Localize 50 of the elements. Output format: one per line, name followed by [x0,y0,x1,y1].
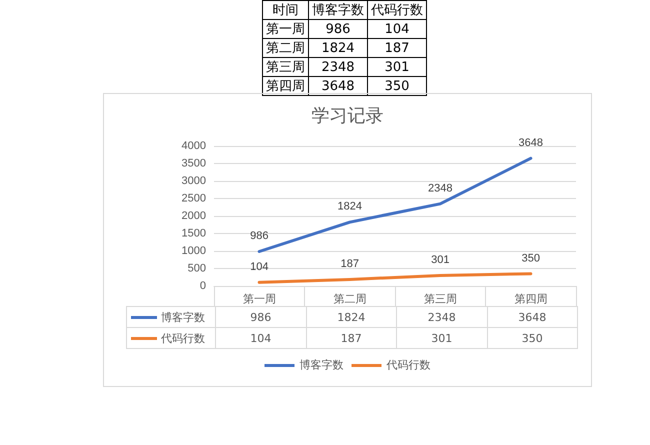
text: 986 [308,20,368,38]
text: 时间 [262,0,308,20]
text: 986 [250,310,272,324]
text: 2348 [308,58,368,76]
y-tick-label: 0 [200,280,206,292]
x-tick-label: 第一周 [242,294,276,306]
data-label: 2348 [428,182,452,194]
data-label: 986 [250,230,268,242]
y-tick-label: 2500 [182,192,206,204]
text: 2348 [428,310,456,324]
data-label: 3648 [518,136,543,149]
text: 第一周 [262,20,308,38]
data-label: 301 [431,254,450,266]
text: 博客字数 [300,360,344,372]
text: 187 [368,38,426,58]
chart-title: 学习记录 [312,106,384,126]
text: 187 [340,332,362,344]
text: 350 [522,332,543,344]
text: 代码行数 [386,360,430,372]
text: 第四周 [262,76,308,96]
legend-label: 博客字数 [126,306,216,328]
text: 104 [250,332,272,344]
y-tick-label: 1500 [182,228,206,240]
legend-label: 代码行数 [126,328,216,348]
text: 3648 [518,310,546,324]
y-tick-label: 500 [188,262,206,274]
y-tick-label: 1000 [182,245,206,257]
text: 104 [368,20,426,38]
y-tick-label: 3500 [182,158,206,170]
y-tick-label: 3000 [182,175,206,187]
text: 代码行数 [368,0,426,20]
text: 3648 [308,76,368,96]
text: 1824 [308,38,368,58]
x-tick-label: 第三周 [424,294,457,306]
text: 第二周 [262,38,308,58]
data-label: 104 [250,260,268,273]
text: 350 [368,76,426,96]
data-label: 187 [340,258,359,270]
text: 301 [368,58,426,76]
data-label: 1824 [338,200,362,213]
y-tick-label: 2000 [182,210,206,222]
text: 1824 [337,310,366,324]
line-series [258,272,532,284]
text: 301 [431,332,452,344]
text: 第三周 [262,58,308,76]
y-tick-label: 4000 [182,140,206,152]
data-label: 350 [522,252,540,264]
x-tick-label: 第二周 [333,294,366,306]
x-tick-label: 第四周 [514,294,548,306]
text: 博客字数 [308,0,368,20]
